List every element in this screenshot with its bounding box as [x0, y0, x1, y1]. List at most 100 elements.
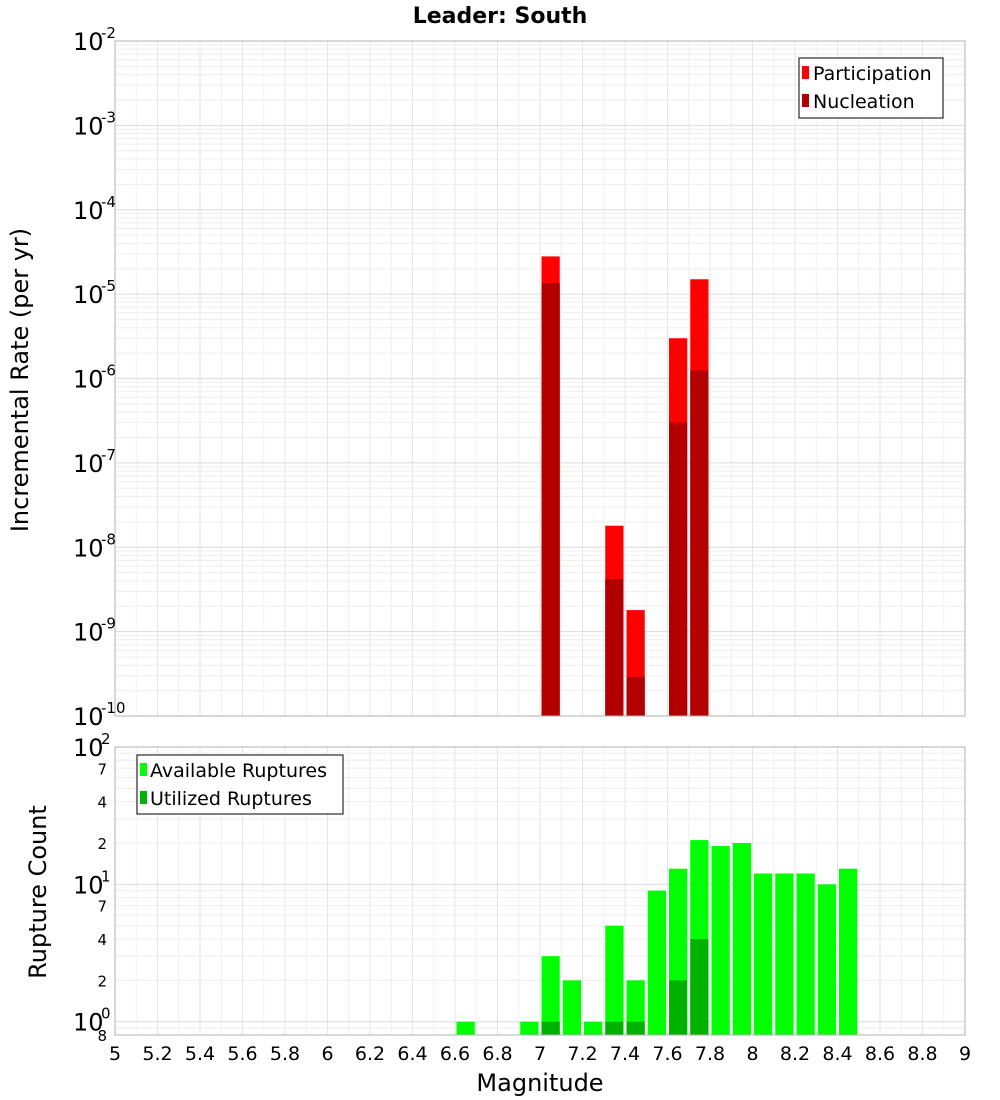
available-ruptures-bar	[456, 1021, 475, 1035]
top-y-tick-exp: -5	[101, 277, 116, 295]
available-ruptures-bar	[732, 843, 751, 1035]
x-tick-label: 6.4	[397, 1043, 427, 1065]
x-tick-label: 6.8	[482, 1043, 512, 1065]
top-y-tick-base: 10	[73, 703, 104, 731]
available-ruptures-bar	[584, 1021, 603, 1035]
bottom-plot-frame	[114, 746, 966, 1036]
top-y-tick-label: 10-7	[73, 446, 116, 478]
x-tick-label: 8.6	[865, 1043, 895, 1065]
available-ruptures-bar	[626, 980, 645, 1035]
bottom-legend-box	[136, 754, 344, 815]
x-axis-title: Magnitude	[476, 1069, 603, 1097]
bottom-y-minor-tick-label: 2	[97, 835, 107, 853]
top-plot-frame	[114, 40, 966, 717]
legend-label-available: Available Ruptures	[150, 760, 327, 782]
top-panel: 10-210-310-410-510-610-710-810-910-10 In…	[6, 24, 966, 731]
bottom-y-tick-label: 100	[73, 1005, 111, 1037]
top-y-tick-labels: 10-210-310-410-510-610-710-810-910-10	[73, 24, 126, 731]
top-y-tick-exp: -10	[101, 699, 126, 717]
bottom-legend[interactable]: Available Ruptures Utilized Ruptures	[136, 754, 344, 815]
x-tick-label: 7.8	[695, 1043, 725, 1065]
x-tick-label: 5	[109, 1043, 121, 1065]
available-ruptures-bar	[796, 873, 815, 1035]
bottom-y-tick-base: 10	[73, 1009, 104, 1037]
top-y-tick-base: 10	[73, 281, 104, 309]
x-tick-label: 8.4	[822, 1043, 852, 1065]
x-tick-label: 5.2	[142, 1043, 172, 1065]
available-ruptures-bar	[647, 890, 666, 1035]
utilized-ruptures-bar	[690, 939, 709, 1035]
x-tick-label: 7	[534, 1043, 546, 1065]
bottom-y-tick-base: 10	[73, 734, 104, 762]
top-y-tick-exp: -2	[101, 24, 116, 42]
top-y-tick-base: 10	[73, 197, 104, 225]
top-legend-box	[798, 57, 944, 119]
legend-swatch-nucleation	[802, 94, 809, 107]
top-y-tick-label: 10-9	[73, 615, 116, 647]
bottom-y-minor-tick-label: 8	[97, 1027, 107, 1045]
available-ruptures-bar	[605, 925, 624, 1035]
available-ruptures-bar	[711, 846, 730, 1035]
top-y-tick-exp: -8	[101, 530, 116, 548]
x-tick-label: 6.2	[355, 1043, 385, 1065]
legend-swatch-available	[140, 763, 147, 776]
x-tick-label: 7.6	[652, 1043, 682, 1065]
top-y-tick-exp: -3	[101, 108, 116, 126]
x-tick-label: 8	[746, 1043, 758, 1065]
bottom-y-axis-title: Rupture Count	[24, 805, 52, 979]
available-ruptures-bar	[541, 956, 560, 1035]
bottom-y-minor-tick-label: 7	[97, 898, 107, 916]
nucleation-bar	[605, 579, 624, 716]
bottom-y-tick-exp: 1	[101, 867, 111, 885]
top-y-tick-base: 10	[73, 28, 104, 56]
bottom-y-minor-tick-label: 7	[97, 760, 107, 778]
x-tick-label: 5.4	[185, 1043, 215, 1065]
bottom-y-minor-tick-label: 2	[97, 972, 107, 990]
top-legend[interactable]: Participation Nucleation	[798, 57, 944, 119]
utilized-ruptures-bar	[626, 1021, 645, 1035]
top-y-tick-base: 10	[73, 534, 104, 562]
x-tick-label: 5.6	[227, 1043, 257, 1065]
nucleation-bar	[690, 370, 709, 716]
bottom-y-tick-exp: 2	[101, 730, 111, 748]
bottom-y-tick-base: 10	[73, 871, 104, 899]
top-y-tick-label: 10-5	[73, 277, 116, 309]
top-y-tick-base: 10	[73, 450, 104, 478]
bottom-y-tick-exp: 0	[101, 1005, 111, 1023]
available-ruptures-bar	[754, 873, 773, 1035]
available-ruptures-bar	[817, 884, 836, 1035]
bottom-bars	[456, 840, 858, 1035]
bottom-y-minor-tick-label: 4	[97, 794, 107, 812]
top-y-tick-base: 10	[73, 112, 104, 140]
available-ruptures-bar	[562, 980, 581, 1035]
legend-swatch-utilized	[140, 791, 147, 804]
available-ruptures-bar	[775, 873, 794, 1035]
nucleation-bar	[669, 422, 688, 716]
top-y-axis-title: Incremental Rate (per yr)	[6, 228, 34, 532]
available-ruptures-bar	[839, 868, 858, 1035]
utilized-ruptures-bar	[541, 1021, 560, 1035]
top-y-tick-base: 10	[73, 366, 104, 394]
x-tick-label: 5.8	[270, 1043, 300, 1065]
utilized-ruptures-bar	[669, 980, 688, 1035]
top-bars	[541, 256, 709, 716]
legend-label-utilized: Utilized Ruptures	[150, 788, 312, 810]
top-y-tick-exp: -9	[101, 615, 116, 633]
x-tick-label: 8.8	[907, 1043, 937, 1065]
top-y-tick-exp: -6	[101, 362, 116, 380]
top-y-tick-label: 10-8	[73, 530, 116, 562]
top-y-tick-label: 10-10	[73, 699, 126, 731]
legend-swatch-participation	[802, 66, 809, 79]
bottom-y-minor-tick-label: 4	[97, 931, 107, 949]
nucleation-bar	[541, 283, 560, 716]
top-grid	[114, 41, 966, 717]
x-tick-label: 7.2	[567, 1043, 597, 1065]
top-y-tick-label: 10-3	[73, 108, 116, 140]
top-y-tick-label: 10-6	[73, 362, 116, 394]
chart-title: Leader: South	[413, 4, 588, 29]
legend-label-participation: Participation	[813, 63, 932, 85]
top-y-tick-label: 10-2	[73, 24, 116, 56]
bottom-y-tick-label: 102	[73, 730, 111, 762]
